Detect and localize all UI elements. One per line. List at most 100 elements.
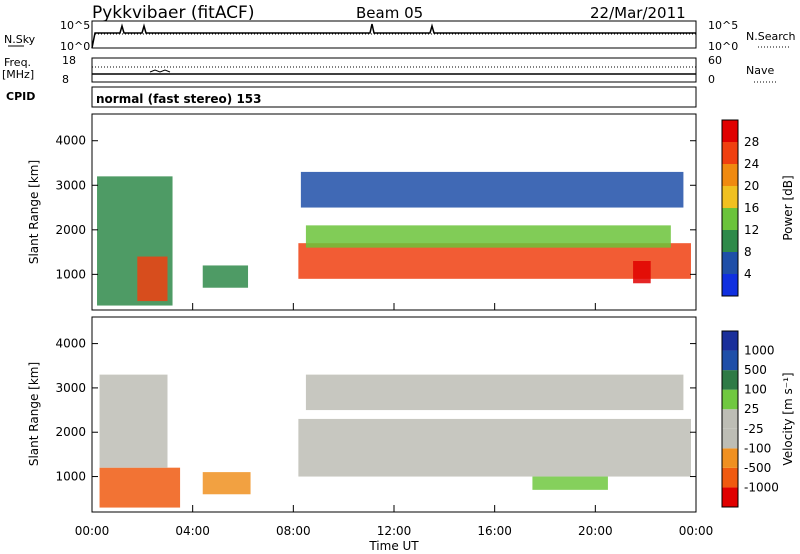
velocity-colorbar-frame — [721, 330, 739, 508]
freq-frame — [91, 57, 697, 83]
vel-echo-region-3 — [99, 467, 181, 508]
freq-panel: Freq. [MHz] 18 8 60 0 Nave — [2, 54, 778, 86]
velocity-colorbar-tick-7: -1000 — [744, 480, 779, 494]
power-colorbar-frame — [721, 119, 739, 297]
power-colorbar-block-2 — [722, 230, 738, 252]
cpid-frame — [91, 86, 697, 108]
power-echo-region-0 — [298, 243, 691, 279]
velocity-colorbar-tick-2: 100 — [744, 383, 767, 397]
power-colorbar-tick-5: 24 — [744, 157, 759, 171]
velocity-colorbar: 1000 500 100 25 -25 -100 -500 -1000 Velocity [m… — [721, 330, 795, 508]
nave-label: Nave — [746, 64, 774, 77]
nsky-trace — [91, 23, 696, 49]
velocity-colorbar-ticks: 1000 500 100 25 -25 -100 -500 -1000 — [744, 344, 779, 495]
velocity-colorbar-block-0 — [722, 487, 738, 507]
power-colorbar-block-6 — [722, 142, 738, 164]
xtick-label-5: 20:00 — [578, 524, 613, 538]
power-ytick-label-3: 4000 — [55, 134, 86, 148]
xtick-label-4: 16:00 — [477, 524, 512, 538]
beam-title: Beam 05 — [356, 4, 423, 22]
nsky-right-tick-top: 10^5 — [708, 19, 738, 32]
velocity-colorbar-tick-5: -100 — [744, 441, 771, 455]
x-axis-label: Time UT — [368, 539, 419, 553]
nsky-right-tick-bottom: 10^0 — [708, 40, 738, 53]
power-colorbar-block-3 — [722, 208, 738, 230]
power-y-axis: 1000 2000 3000 4000 — [55, 134, 696, 281]
power-colorbar-block-1 — [722, 252, 738, 274]
velocity-colorbar-block-8 — [722, 331, 738, 351]
freq-label-bottom: [MHz] — [2, 68, 34, 81]
velocity-colorbar-tick-4: -25 — [744, 422, 764, 436]
freq-right-tick-top: 60 — [708, 54, 722, 67]
xtick-label-0: 00:00 — [75, 524, 110, 538]
nsky-left-tick-top: 10^5 — [60, 19, 90, 32]
vel-echo-region-2 — [532, 476, 608, 490]
cpid-text: normal (fast stereo) 153 — [96, 92, 262, 106]
velocity-data-layer — [99, 374, 691, 508]
vel-echo-region-0 — [298, 418, 691, 477]
velocity-colorbar-label: Velocity [m s⁻¹] — [781, 372, 795, 465]
power-echo-region-6 — [633, 261, 651, 284]
velocity-panel: 1000 2000 3000 4000 00:00 04:00 08:00 12:00 16:… — [27, 303, 713, 553]
xtick-label-3: 12:00 — [377, 524, 412, 538]
vel-echo-region-1 — [305, 374, 684, 411]
power-frame — [91, 113, 697, 311]
xtick-label-2: 08:00 — [276, 524, 311, 538]
cpid-panel: CPID normal (fast stereo) 153 — [6, 86, 697, 108]
velocity-colorbar-blocks — [722, 331, 738, 507]
nsky-panel: N.Sky 10^5 10^0 10^5 10^0 N.Search — [4, 19, 796, 53]
velocity-colorbar-tick-3: 25 — [744, 402, 759, 416]
power-ylabel: Slant Range [km] — [27, 160, 41, 264]
power-ytick-label-1: 2000 — [55, 223, 86, 237]
velocity-colorbar-block-4 — [722, 409, 738, 429]
power-colorbar-tick-3: 16 — [744, 201, 759, 215]
vel-ytick-label-3: 4000 — [55, 337, 86, 351]
xtick-label-1: 04:00 — [175, 524, 210, 538]
power-colorbar-block-4 — [722, 186, 738, 208]
velocity-colorbar-block-7 — [722, 350, 738, 371]
station-title: Pykkvibaer (fitACF) — [92, 3, 254, 23]
freq-blip — [149, 69, 171, 73]
power-colorbar-tick-2: 12 — [744, 223, 759, 237]
date-title: 22/Mar/2011 — [590, 4, 686, 22]
power-echo-region-1 — [305, 225, 671, 248]
velocity-colorbar-block-2 — [722, 448, 738, 468]
cpid-label: CPID — [6, 90, 35, 103]
power-echo-region-5 — [202, 265, 249, 288]
power-ytick-label-2: 3000 — [55, 178, 86, 192]
vel-ytick-label-2: 3000 — [55, 381, 86, 395]
velocity-ylabel: Slant Range [km] — [27, 362, 41, 466]
power-colorbar-block-5 — [722, 164, 738, 186]
power-data-layer — [97, 171, 691, 306]
velocity-colorbar-block-3 — [722, 428, 738, 449]
freq-right-tick-bottom: 0 — [708, 73, 715, 86]
power-colorbar-tick-6: 28 — [744, 135, 759, 149]
velocity-colorbar-tick-1: 500 — [744, 363, 767, 377]
power-echo-region-2 — [300, 171, 684, 208]
power-colorbar-block-7 — [722, 120, 738, 142]
velocity-y-axis: 1000 2000 3000 4000 — [55, 337, 696, 484]
freq-left-tick-bottom: 8 — [62, 73, 69, 86]
velocity-colorbar-block-1 — [722, 467, 738, 488]
freq-label-top: Freq. — [4, 56, 31, 69]
nsearch-label: N.Search — [746, 30, 796, 43]
power-colorbar-label: Power [dB] — [781, 175, 795, 240]
velocity-colorbar-block-6 — [722, 370, 738, 390]
power-colorbar-tick-1: 8 — [744, 245, 752, 259]
vel-echo-region-4 — [99, 374, 168, 468]
power-colorbar-tick-0: 4 — [744, 267, 752, 281]
power-ytick-label-0: 1000 — [55, 267, 86, 281]
power-colorbar: 4 8 12 16 20 24 28 Power [dB] — [721, 119, 795, 297]
power-colorbar-ticks: 4 8 12 16 20 24 28 — [744, 135, 759, 281]
power-panel: 1000 2000 3000 4000 Slant Range [km] — [27, 113, 697, 311]
power-colorbar-blocks — [722, 120, 738, 296]
velocity-colorbar-tick-0: 1000 — [744, 344, 775, 358]
velocity-colorbar-tick-6: -500 — [744, 461, 771, 475]
nsky-label: N.Sky — [4, 33, 36, 46]
freq-left-tick-top: 18 — [62, 54, 76, 67]
velocity-colorbar-block-5 — [722, 389, 738, 410]
power-colorbar-block-0 — [722, 274, 738, 296]
vel-ytick-label-1: 2000 — [55, 425, 86, 439]
vel-echo-region-5 — [202, 472, 251, 495]
